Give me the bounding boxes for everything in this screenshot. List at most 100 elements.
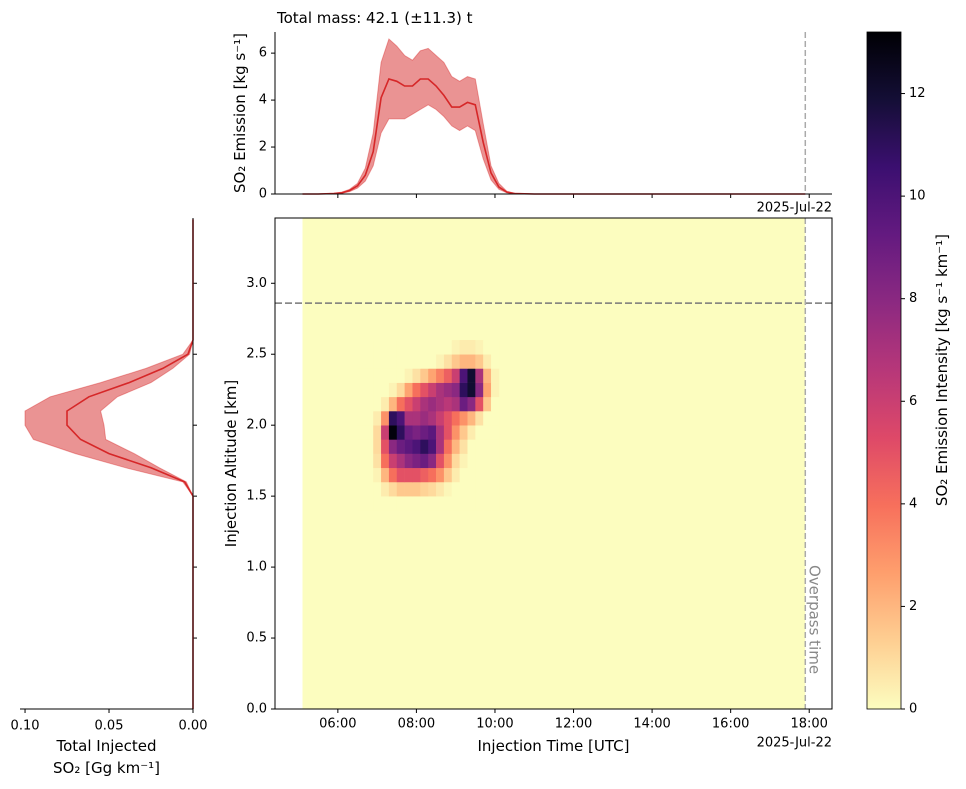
heatmap-cell [357, 453, 366, 469]
heatmap-cell [459, 453, 468, 469]
heatmap-cell [443, 354, 453, 369]
heatmap-cell [373, 425, 382, 440]
colorbar-label: SO₂ Emission Intensity [kg s⁻¹ km⁻¹] [933, 234, 951, 506]
heatmap-cell [373, 340, 382, 355]
heatmap-cell [459, 354, 468, 369]
heatmap-cell [420, 496, 429, 511]
heatmap-cell [467, 481, 476, 497]
heatmap-cell [443, 439, 453, 454]
overpass-label: Overpass time [805, 565, 823, 674]
heatmap-cell [436, 410, 445, 426]
heatmap-cell [388, 496, 398, 511]
heatmap-cell [451, 354, 460, 369]
heatmap-cell [420, 382, 429, 398]
heatmap-cell [396, 453, 405, 469]
heatmap-cell [491, 354, 500, 369]
heatmap-cell [420, 425, 429, 440]
x-axis-label: Total Injected [55, 737, 156, 755]
heatmap-cell [451, 439, 460, 454]
x-tick-label: 0.05 [95, 719, 124, 734]
colorbar-tick-label: 4 [909, 496, 917, 511]
heatmap-cell [412, 368, 421, 383]
heatmap-cell [475, 410, 484, 426]
heatmap-cell [467, 425, 476, 440]
heatmap-cell [373, 453, 382, 469]
y-tick-label: 0.0 [246, 702, 267, 717]
heatmap-cell [420, 453, 429, 469]
heatmap-cell [396, 410, 405, 426]
heatmap-cell [428, 396, 437, 412]
heatmap-cell [381, 453, 390, 469]
heatmap-cell [451, 368, 460, 383]
heatmap-cell [436, 439, 445, 454]
heatmap-cell [428, 439, 437, 454]
heatmap-cell [404, 467, 413, 483]
colorbar-tick-label: 0 [909, 702, 917, 717]
heatmap-cell [443, 425, 453, 440]
heatmap-cell [388, 481, 398, 497]
heatmap-cell [388, 382, 398, 398]
heatmap-cell [483, 481, 492, 497]
colorbar-tick-label: 2 [909, 599, 917, 614]
heatmap-cell [412, 425, 421, 440]
heatmap-cell [451, 340, 460, 355]
colorbar-tick-label: 8 [909, 291, 917, 306]
heatmap-cell [428, 382, 437, 398]
y-tick-label: 0.5 [246, 631, 267, 646]
heatmap-cell [420, 467, 429, 483]
heatmap-cell [373, 467, 382, 483]
heatmap-cell [365, 425, 374, 440]
heatmap-cell [428, 453, 437, 469]
heatmap-cell [357, 439, 366, 454]
heatmap-cell [459, 439, 468, 454]
y-tick-label: 2 [259, 140, 267, 155]
heatmap-cell [420, 481, 429, 497]
heatmap-cell [388, 453, 398, 469]
heatmap-cell [475, 496, 484, 511]
line [66, 219, 194, 709]
y-tick-label: 2.5 [246, 347, 267, 362]
heatmap-cell [420, 354, 429, 369]
heatmap-cell [428, 368, 437, 383]
heatmap-cell [436, 467, 445, 483]
heatmap-cell [365, 439, 374, 454]
heatmap-cell [365, 467, 374, 483]
y-tick-label: 3.0 [246, 276, 267, 291]
x-tick-label: 0.10 [11, 719, 40, 734]
heatmap-cell [475, 340, 484, 355]
heatmap-cell [373, 382, 382, 398]
heatmap-cell [459, 340, 468, 355]
heatmap-cell [491, 467, 500, 483]
heatmap-cell [483, 467, 492, 483]
heatmap-cell [388, 340, 398, 355]
heatmap-cell [428, 410, 437, 426]
colorbar-tick-label: 6 [909, 394, 917, 409]
heatmap-cell [475, 467, 484, 483]
heatmap-cell [436, 354, 445, 369]
heatmap-cell [451, 396, 460, 412]
heatmap-cell [467, 396, 476, 412]
heatmap-cell [428, 496, 437, 511]
heatmap-cell [467, 439, 476, 454]
heatmap-cell [491, 368, 500, 383]
heatmap-cell [483, 382, 492, 398]
heatmap-cell [357, 396, 366, 412]
heatmap-cell [381, 368, 390, 383]
heatmap-cell [491, 496, 500, 511]
heatmap-cell [373, 481, 382, 497]
heatmap-cell [357, 481, 366, 497]
heatmap-cell [491, 439, 500, 454]
x-tick-label: 10:00 [476, 717, 513, 732]
heatmap-cell [412, 496, 421, 511]
heatmap-cell [404, 439, 413, 454]
heatmap-cell [475, 354, 484, 369]
heatmap-cell [420, 340, 429, 355]
heatmap-cell [404, 453, 413, 469]
heatmap-cell [396, 496, 405, 511]
heatmap-cell [467, 340, 476, 355]
heatmap-cell [357, 382, 366, 398]
heatmap-cell [443, 467, 453, 483]
heatmap-cell [388, 467, 398, 483]
heatmap-cell [412, 410, 421, 426]
heatmap-cell [443, 453, 453, 469]
